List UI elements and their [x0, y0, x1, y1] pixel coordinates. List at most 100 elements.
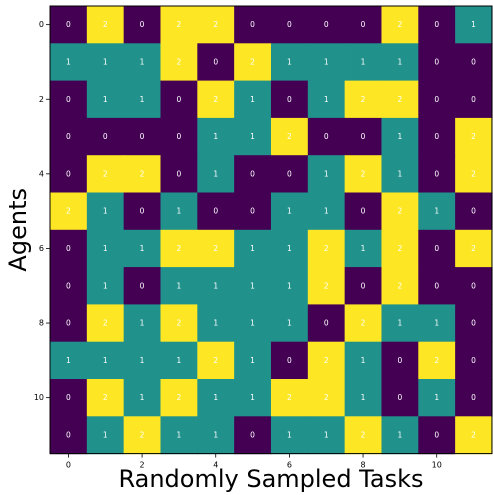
- cell-value-label: 0: [434, 169, 439, 178]
- heatmap-cell: [123, 6, 162, 44]
- heatmap-cell: [50, 43, 88, 82]
- cell-value-label: 1: [103, 95, 108, 104]
- heatmap-cell: [307, 341, 346, 380]
- heatmap-cell: [197, 43, 235, 82]
- cell-value-label: 2: [177, 20, 182, 29]
- cell-value-label: 0: [140, 281, 145, 290]
- heatmap-cell: [381, 416, 419, 455]
- cell-value-label: 0: [287, 169, 292, 178]
- heatmap-cell: [270, 267, 309, 305]
- heatmap-cell: [418, 155, 456, 194]
- y-tick-label: 0: [39, 20, 44, 29]
- cell-value-label: 0: [66, 132, 71, 141]
- cell-value-label: 1: [140, 356, 145, 365]
- cell-value-label: 2: [213, 244, 218, 253]
- cell-value-label: 0: [397, 393, 402, 402]
- heatmap-cell: [234, 80, 272, 119]
- heatmap-cell: [381, 304, 419, 343]
- heatmap-cell: [234, 229, 272, 268]
- heatmap-cell: [123, 379, 162, 417]
- heatmap-cell: [123, 267, 162, 305]
- cell-value-label: 1: [213, 132, 218, 141]
- heatmap-cell: [270, 43, 309, 82]
- heatmap-cell: [50, 341, 88, 380]
- heatmap-cell: [381, 341, 419, 380]
- cell-value-label: 0: [287, 356, 292, 365]
- cell-value-label: 2: [471, 244, 476, 253]
- cell-value-label: 0: [250, 207, 255, 216]
- cell-value-label: 0: [471, 207, 476, 216]
- heatmap-cell: [86, 6, 125, 44]
- cell-value-label: 0: [471, 57, 476, 66]
- cell-value-label: 1: [324, 207, 329, 216]
- heatmap-cell: [307, 117, 346, 156]
- heatmap-cell: [50, 267, 88, 305]
- cell-value-label: 1: [397, 169, 402, 178]
- cell-value-label: 1: [213, 430, 218, 439]
- y-tick-label: 6: [39, 244, 44, 253]
- heatmap-cell: [123, 155, 162, 194]
- cell-value-label: 0: [434, 281, 439, 290]
- heatmap-cell: [455, 416, 493, 455]
- cell-value-label: 1: [287, 430, 292, 439]
- heatmap-cell: [418, 43, 456, 82]
- heatmap-cell: [418, 379, 456, 417]
- cell-value-label: 1: [250, 132, 255, 141]
- cell-value-label: 0: [361, 207, 366, 216]
- x-tick-label: 6: [287, 461, 292, 470]
- cell-value-label: 1: [103, 244, 108, 253]
- cell-value-label: 2: [103, 169, 108, 178]
- x-axis-title: Randomly Sampled Tasks: [118, 465, 423, 493]
- heatmap-cell: [344, 192, 383, 231]
- heatmap-cell: [307, 267, 346, 305]
- heatmap-cell: [381, 267, 419, 305]
- cell-value-label: 2: [471, 132, 476, 141]
- heatmap-cell: [455, 155, 493, 194]
- cell-value-label: 0: [66, 244, 71, 253]
- heatmap-cell: [418, 416, 456, 455]
- cell-value-label: 1: [361, 57, 366, 66]
- cell-value-label: 0: [103, 132, 108, 141]
- cell-value-label: 1: [177, 207, 182, 216]
- cell-value-label: 0: [66, 20, 71, 29]
- cell-value-label: 1: [397, 57, 402, 66]
- heatmap-cell: [307, 80, 346, 119]
- cell-value-label: 1: [250, 244, 255, 253]
- cell-value-label: 0: [213, 207, 218, 216]
- cell-value-label: 1: [250, 95, 255, 104]
- cell-value-label: 2: [177, 393, 182, 402]
- cell-value-label: 0: [471, 319, 476, 328]
- cell-value-label: 0: [287, 95, 292, 104]
- heatmap-cell: [123, 416, 162, 455]
- heatmap-cell: [418, 229, 456, 268]
- cell-value-label: 1: [140, 393, 145, 402]
- heatmap-cell: [418, 117, 456, 156]
- cell-value-label: 0: [213, 57, 218, 66]
- heatmap-cell: [197, 80, 235, 119]
- heatmap-cell: [418, 267, 456, 305]
- cell-value-label: 2: [250, 57, 255, 66]
- heatmap-cell: [50, 304, 88, 343]
- cell-value-label: 1: [287, 319, 292, 328]
- cell-value-label: 1: [397, 319, 402, 328]
- cell-value-label: 1: [250, 319, 255, 328]
- heatmap-cell: [234, 6, 272, 44]
- cell-value-label: 0: [66, 281, 71, 290]
- heatmap-cell: [455, 6, 493, 44]
- heatmap-cell: [381, 229, 419, 268]
- cell-value-label: 1: [140, 57, 145, 66]
- y-axis-title: Agents: [4, 188, 32, 272]
- cell-value-label: 0: [434, 20, 439, 29]
- cell-value-label: 1: [287, 281, 292, 290]
- cell-value-label: 2: [140, 430, 145, 439]
- cell-value-label: 1: [397, 430, 402, 439]
- cell-value-label: 2: [324, 393, 329, 402]
- cell-value-label: 2: [361, 169, 366, 178]
- heatmap-cell: [455, 379, 493, 417]
- heatmap-cell: [344, 6, 383, 44]
- heatmap-cell: [50, 192, 88, 231]
- heatmap-cell: [197, 341, 235, 380]
- cell-value-label: 1: [177, 281, 182, 290]
- heatmap-cell: [86, 192, 125, 231]
